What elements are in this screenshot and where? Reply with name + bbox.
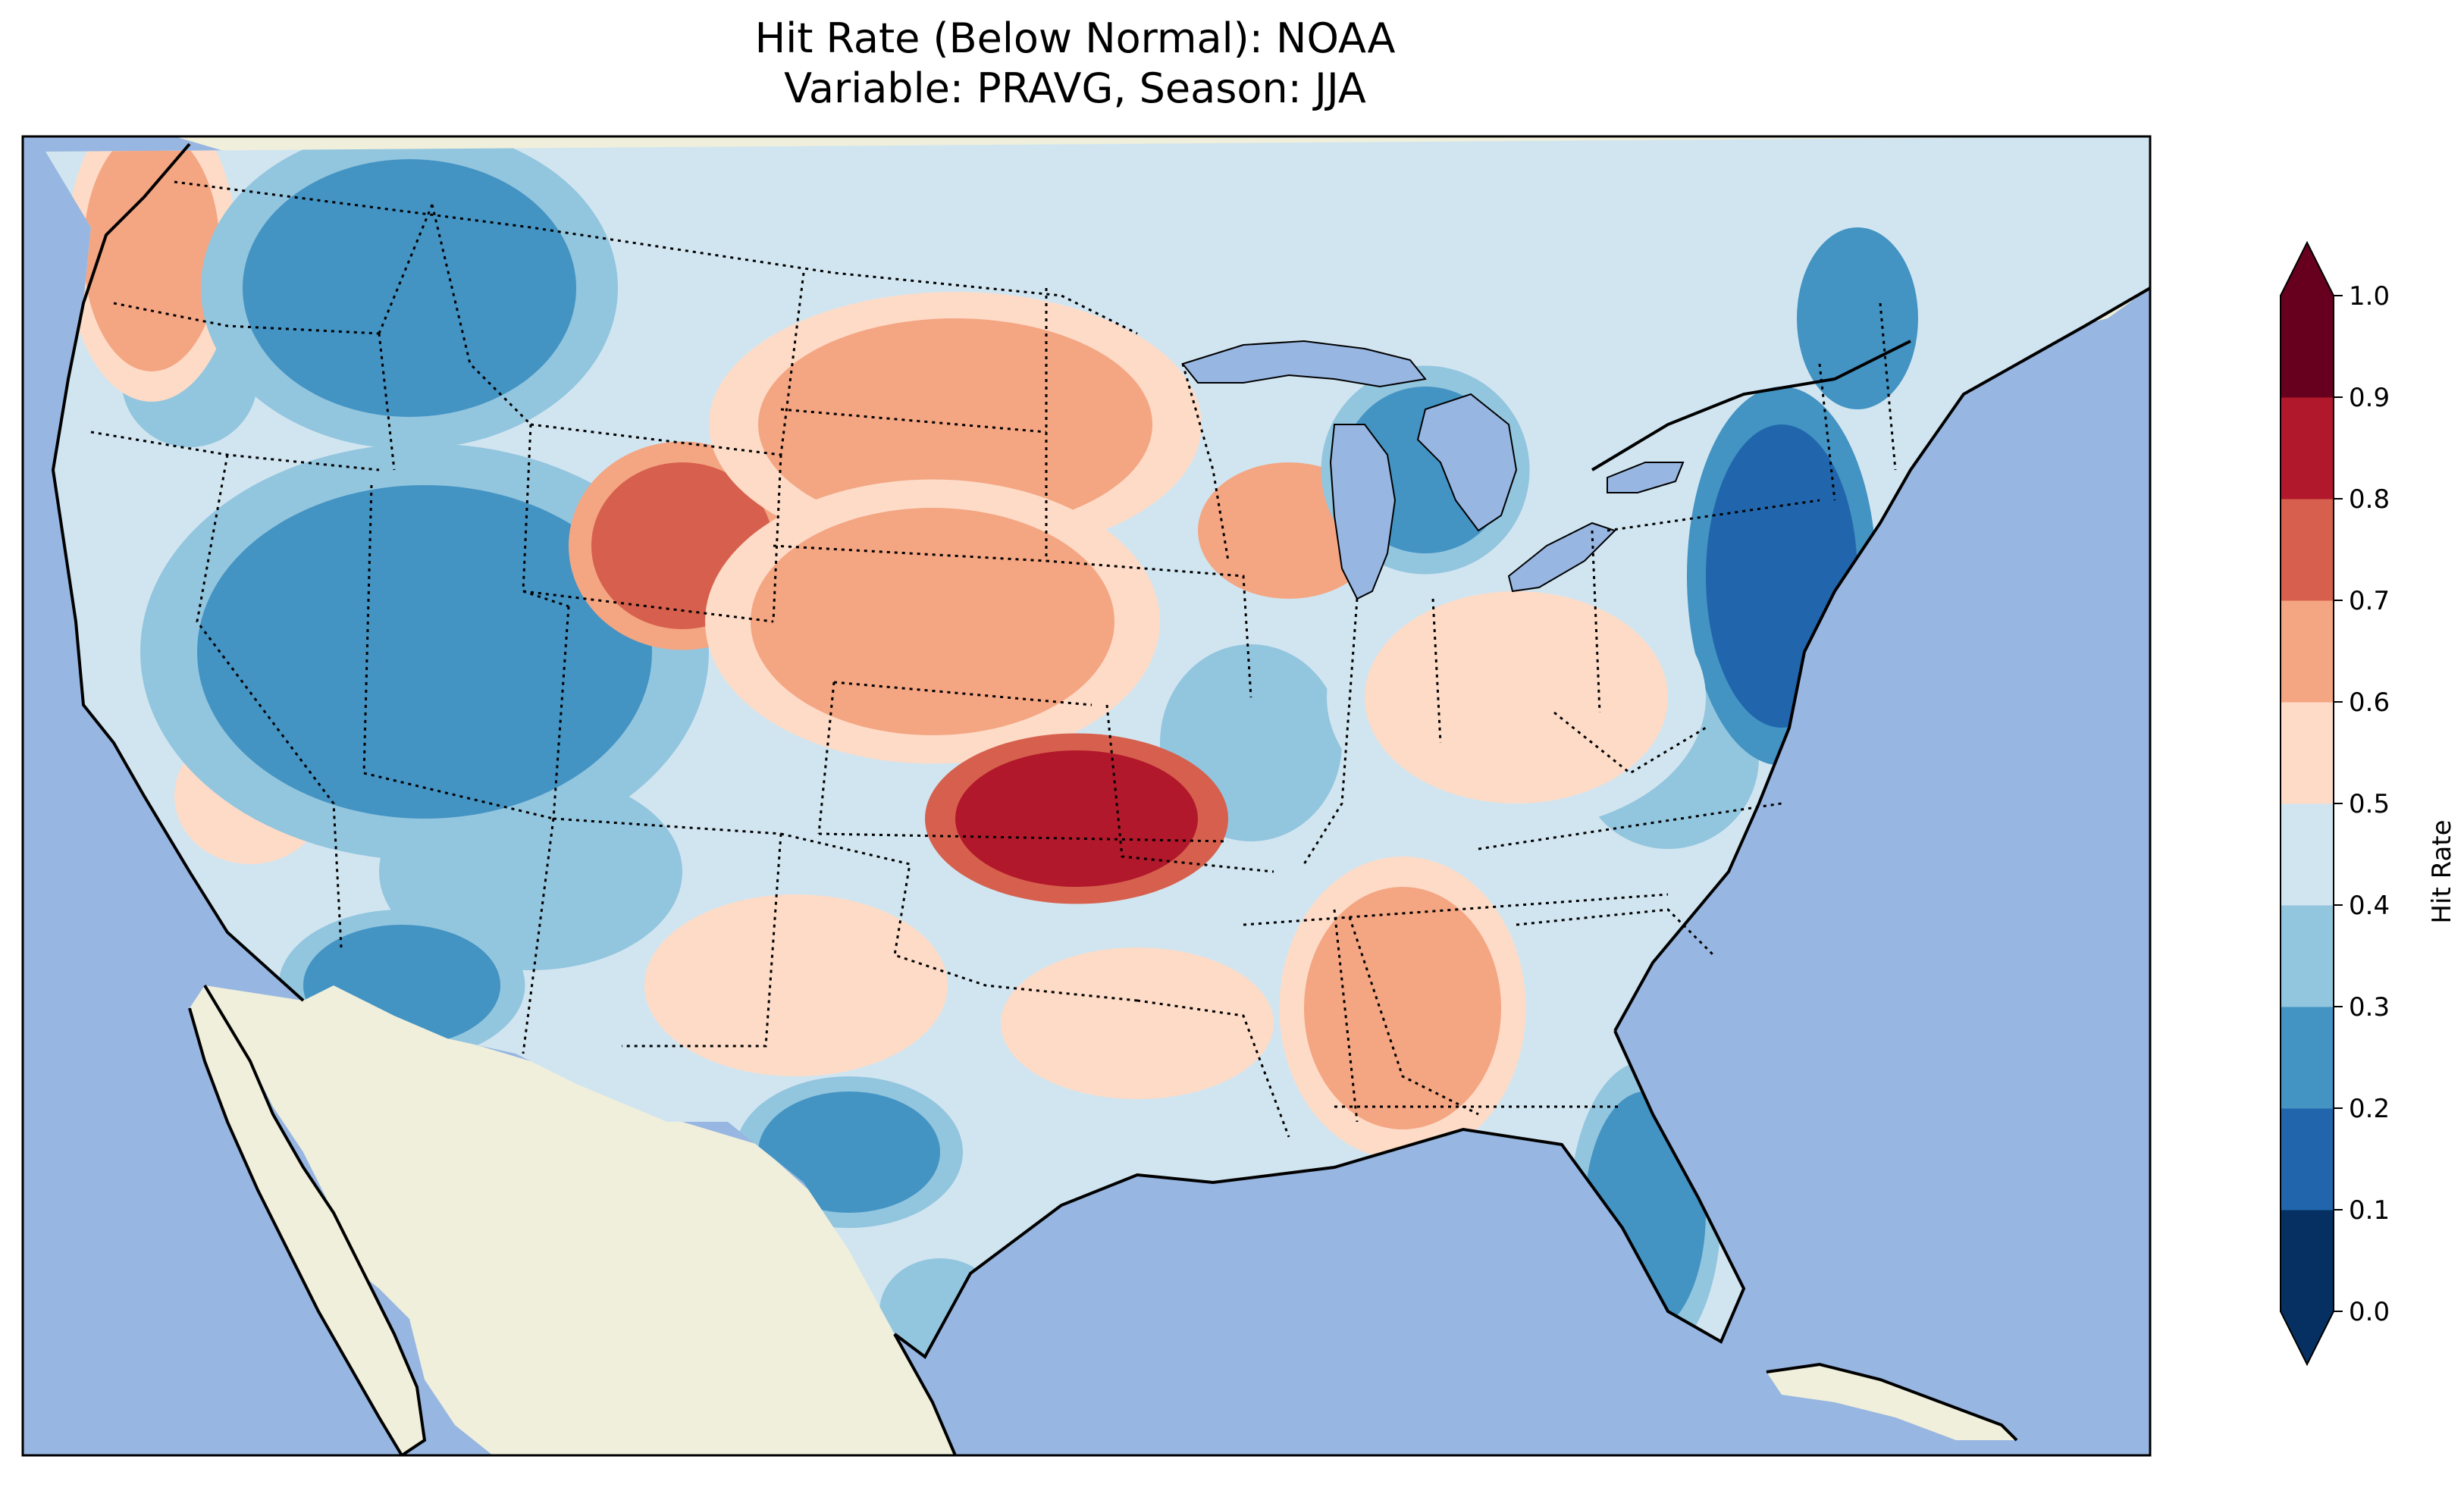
region-ohio-valley xyxy=(1365,591,1668,803)
lake-superior xyxy=(1181,340,1427,388)
border-wv-va xyxy=(1553,711,1707,775)
border-co-ks xyxy=(817,681,835,835)
gulf-coastline xyxy=(893,1030,1746,1359)
region-great-basin-utah xyxy=(197,485,652,819)
title-line-2: Variable: PRAVG, Season: JJA xyxy=(784,64,1366,112)
colorbar-label: Hit Rate xyxy=(2427,819,2457,923)
cuba-coastline xyxy=(1766,1362,2018,1442)
border-ks-ok xyxy=(818,832,1229,843)
border-ut-co xyxy=(552,606,570,819)
border-id-wy xyxy=(522,424,532,592)
border-ny-ne xyxy=(1818,363,1836,501)
colorbar-tick-label: 0.3 xyxy=(2349,992,2390,1023)
border-nc-sc xyxy=(1516,908,1715,957)
colorbar-tick-label: 0.4 xyxy=(2349,891,2390,921)
hudson-coastline xyxy=(1591,340,1911,471)
border-ia-mo xyxy=(1045,559,1252,698)
colorbar-segment xyxy=(2281,803,2334,906)
border-mt-nd xyxy=(779,272,805,456)
map-frame xyxy=(21,135,2152,1457)
title-line-1: Hit Rate (Below Normal): NOAA xyxy=(754,14,1396,62)
basemap xyxy=(45,136,2150,1455)
region-oklahoma xyxy=(955,750,1198,887)
great-lakes xyxy=(1181,340,1685,600)
pacific-coastline xyxy=(51,143,305,1002)
colorbar-group: 0.0 0.1 0.2 0.3 0.4 0.5 0.6 0.7 0.8 0.9 1.0 xyxy=(2280,240,2390,1367)
border-wa-or xyxy=(113,302,380,335)
colorbar-tick-label: 0.5 xyxy=(2349,789,2390,819)
border-me-nh xyxy=(1879,302,1897,471)
heatmap-halo xyxy=(1001,947,1274,1099)
cuba-land xyxy=(1766,1364,2017,1440)
border-mo-ar xyxy=(1105,704,1274,873)
border-co-nm xyxy=(553,817,782,835)
border-ar-la xyxy=(1136,999,1290,1138)
map-title: Hit Rate (Below Normal): NOAA Variable: … xyxy=(0,14,2150,114)
mexico-gulf-coastline xyxy=(893,1333,957,1455)
colorbar-tick-label: 0.8 xyxy=(2349,484,2390,515)
colorbar-segment xyxy=(2281,296,2334,398)
heatmap-halo xyxy=(1797,227,1918,409)
region-pacific-northwest-coast xyxy=(83,136,220,371)
border-wy-sd xyxy=(772,454,782,622)
colorbar-tick-label: 0.0 xyxy=(2349,1297,2390,1327)
colorbar-over-arrow xyxy=(2281,243,2334,296)
border-or-id xyxy=(378,333,396,471)
border-ca-nv xyxy=(196,454,343,948)
colorbar-tick-label: 0.2 xyxy=(2349,1094,2390,1124)
lake-michigan xyxy=(1329,424,1397,600)
border-az-nm xyxy=(522,818,555,1054)
colorbar-tick-label: 0.6 xyxy=(2349,687,2390,718)
colorbar-segment xyxy=(2281,600,2334,703)
lake-huron xyxy=(1416,393,1518,532)
coastlines xyxy=(51,143,2150,1455)
baja-land xyxy=(190,985,425,1455)
border-ky-tn xyxy=(1243,893,1669,926)
colorbar-segment xyxy=(2281,499,2334,601)
border-in-oh xyxy=(1431,598,1442,744)
border-id-mt xyxy=(431,204,532,426)
colorbar-tick-label: 0.9 xyxy=(2349,383,2390,413)
colorbar-tick-label: 0.7 xyxy=(2349,586,2390,616)
border-oh-pa xyxy=(1591,530,1601,713)
region-deep-south-alabama xyxy=(1304,887,1501,1129)
border-wa-id xyxy=(378,204,434,334)
atlantic-coastline xyxy=(1613,287,2150,1032)
border-ut-wy xyxy=(522,590,569,608)
lake-erie xyxy=(1507,521,1616,593)
colorbar-segment xyxy=(2281,905,2334,1007)
colorbar-tick-label: 1.0 xyxy=(2349,281,2390,312)
region-central-plains-nebraska xyxy=(751,508,1114,735)
border-tn-ga xyxy=(1348,916,1479,1116)
baja-coastline xyxy=(188,984,427,1455)
border-nv-ut xyxy=(362,484,373,774)
border-ut-az xyxy=(363,772,554,820)
colorbar-segment xyxy=(2281,1108,2334,1211)
border-il-in xyxy=(1303,598,1359,865)
border-ne-ks xyxy=(833,681,1092,706)
mexico-land xyxy=(205,985,955,1455)
region-west-texas xyxy=(758,1092,940,1213)
colorbar-tick-label: 0.1 xyxy=(2349,1195,2390,1226)
border-ms-al xyxy=(1333,909,1359,1123)
colorbar-under-arrow xyxy=(2281,1311,2334,1364)
colorbar-segment xyxy=(2281,1007,2334,1109)
border-nd-sd xyxy=(780,408,1047,434)
colorbar-segment xyxy=(2281,702,2334,804)
state-boundaries xyxy=(90,180,1897,1138)
colorbar-segment xyxy=(2281,1210,2334,1312)
border-va-nc xyxy=(1478,802,1782,850)
heatmap-halo xyxy=(644,894,948,1076)
border-nm-tx xyxy=(622,833,782,1048)
border-pa-ny xyxy=(1607,499,1820,532)
lake-ontario xyxy=(1607,462,1685,493)
colorbar-segment xyxy=(2281,397,2334,500)
border-sd-ne xyxy=(773,544,1047,562)
hit-rate-heatmap xyxy=(45,136,2150,1357)
